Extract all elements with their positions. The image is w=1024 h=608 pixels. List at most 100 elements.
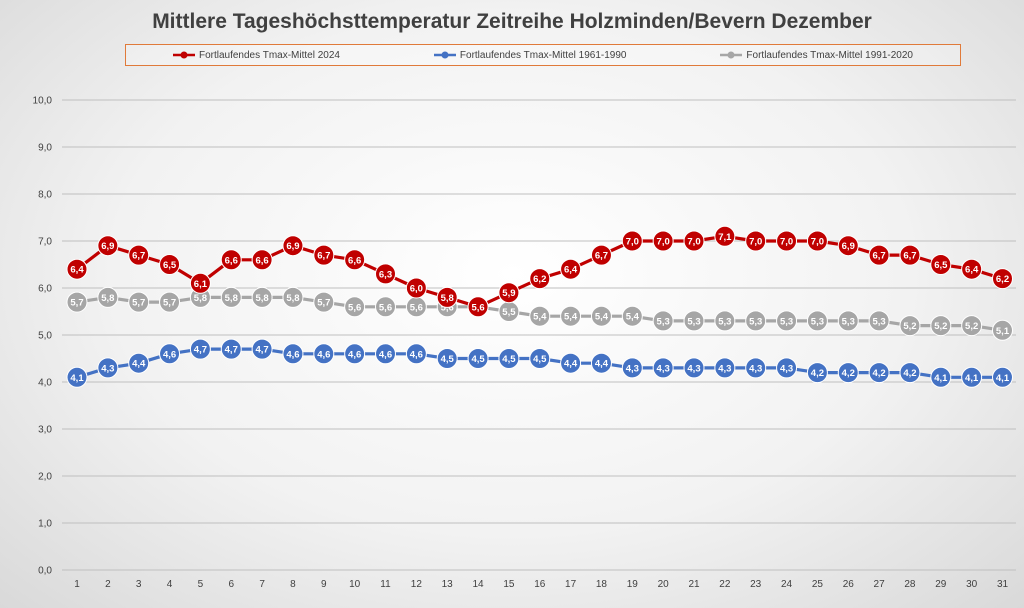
x-tick-label: 6 (228, 579, 234, 590)
data-point (560, 305, 582, 327)
data-label: 7,0 (811, 237, 824, 248)
data-point (806, 362, 828, 384)
x-tick-label: 13 (442, 579, 454, 590)
data-label: 4,6 (348, 349, 361, 360)
data-label: 4,5 (441, 354, 455, 365)
data-label: 5,8 (101, 293, 114, 304)
data-label: 5,2 (934, 321, 947, 332)
x-tick-label: 10 (349, 579, 361, 590)
series-2: 4,1 4,3 4,4 4,6 4,7 4,7 4,7 4,6 4,6 4,6 4,6 4,6 4,5 4… (66, 338, 1013, 388)
data-label: 5,8 (441, 293, 454, 304)
x-tick-label: 26 (843, 579, 855, 590)
data-point (683, 310, 705, 332)
data-point (930, 366, 952, 388)
data-label: 5,8 (255, 293, 268, 304)
data-point (344, 249, 366, 271)
x-tick-label: 29 (935, 579, 947, 590)
data-point (683, 230, 705, 252)
data-point (313, 291, 335, 313)
x-tick-label: 3 (136, 579, 142, 590)
data-point (745, 310, 767, 332)
data-label: 5,4 (564, 312, 578, 323)
chart-title: Mittlere Tageshöchsttemperatur Zeitreihe… (152, 10, 872, 33)
data-label: 6,7 (317, 251, 330, 262)
data-label: 4,1 (996, 373, 1010, 384)
y-tick-label: 3,0 (38, 425, 52, 436)
data-label: 4,2 (811, 368, 824, 379)
data-label: 4,3 (718, 363, 731, 374)
x-tick-label: 19 (627, 579, 639, 590)
data-point (436, 348, 458, 369)
data-label: 4,2 (872, 368, 885, 379)
data-label: 4,3 (657, 363, 670, 374)
data-point (560, 352, 582, 374)
y-tick-label: 1,0 (38, 519, 52, 530)
data-point (714, 310, 736, 332)
data-point (220, 249, 242, 271)
data-label: 6,1 (194, 279, 208, 290)
data-point (652, 357, 674, 379)
data-label: 5,3 (749, 316, 762, 327)
data-point (498, 348, 520, 369)
legend-item: Fortlaufendes Tmax-Mittel 1991-2020 (720, 50, 913, 61)
data-point (375, 263, 396, 285)
data-label: 6,6 (255, 255, 268, 266)
data-point (529, 348, 551, 369)
data-label: 4,2 (903, 368, 916, 379)
data-label: 7,0 (687, 237, 700, 248)
data-point (97, 357, 119, 379)
x-tick-label: 11 (380, 579, 391, 590)
x-tick-label: 24 (781, 579, 793, 590)
x-tick-label: 16 (534, 579, 546, 590)
data-label: 4,4 (595, 359, 609, 370)
data-point (806, 310, 828, 332)
data-point (97, 235, 119, 257)
data-label: 5,7 (317, 298, 330, 309)
y-tick-label: 8,0 (38, 190, 52, 201)
data-label: 4,1 (965, 373, 979, 384)
data-label: 4,3 (749, 363, 762, 374)
data-label: 4,6 (163, 349, 176, 360)
x-tick-label: 23 (750, 579, 762, 590)
x-tick-label: 8 (290, 579, 296, 590)
data-label: 4,1 (934, 373, 948, 384)
data-point (992, 319, 1013, 341)
y-tick-label: 0,0 (38, 566, 52, 577)
data-label: 6,5 (163, 260, 177, 271)
data-label: 6,2 (533, 274, 546, 285)
data-point (189, 272, 211, 294)
data-point (251, 249, 273, 271)
y-tick-label: 6,0 (38, 284, 52, 295)
data-label: 4,3 (626, 363, 639, 374)
data-point (776, 310, 798, 332)
data-label: 6,0 (410, 284, 423, 295)
data-label: 6,7 (872, 251, 885, 262)
data-point (837, 310, 859, 332)
data-point (344, 343, 366, 365)
data-label: 6,7 (903, 251, 916, 262)
x-tick-label: 14 (472, 579, 484, 590)
data-point (837, 235, 859, 257)
data-point (189, 338, 211, 360)
data-point (375, 343, 396, 365)
legend: Fortlaufendes Tmax-Mittel 2024 Fortlaufen… (125, 44, 961, 66)
data-label: 4,6 (379, 349, 392, 360)
legend-marker (433, 51, 456, 59)
data-label: 4,1 (70, 373, 84, 384)
data-point (621, 230, 643, 252)
x-tick-label: 28 (904, 579, 916, 590)
data-label: 5,6 (410, 302, 423, 313)
data-label: 4,5 (502, 354, 516, 365)
data-point (467, 296, 489, 318)
data-point (128, 244, 150, 266)
data-label: 5,3 (718, 316, 731, 327)
y-tick-label: 9,0 (38, 143, 52, 154)
data-point (899, 362, 921, 384)
data-point (992, 366, 1013, 388)
data-label: 4,3 (780, 363, 793, 374)
data-label: 4,6 (410, 349, 423, 360)
data-point (961, 366, 983, 388)
x-tick-label: 4 (167, 579, 173, 590)
data-point (590, 244, 612, 266)
data-point (128, 352, 150, 374)
